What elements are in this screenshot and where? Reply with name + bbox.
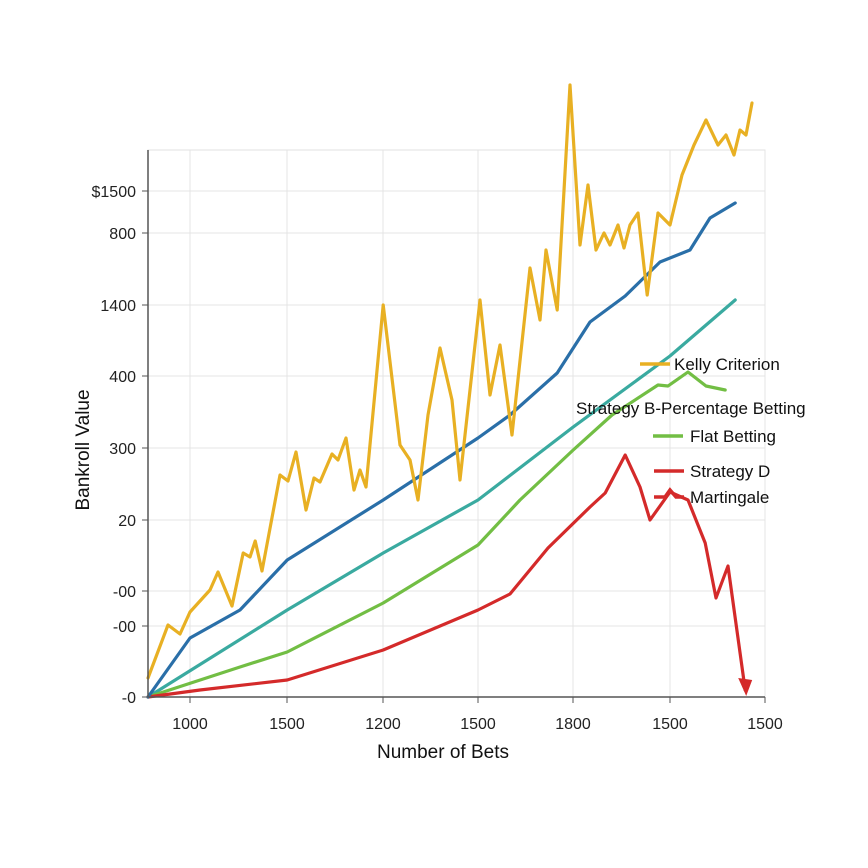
plot-frame	[147, 149, 766, 698]
x-tick-label: 1200	[365, 716, 401, 733]
series-line-2	[146, 201, 737, 699]
x-tick-labels: 1000 1500 1200 1500 1800 1500 1500	[172, 697, 783, 733]
series-line-1	[146, 83, 754, 680]
series-line-5	[146, 453, 747, 699]
legend-label-strategy-b: Strategy B-Percentage Betting	[576, 399, 806, 418]
series-line-4	[146, 370, 727, 699]
y-tick-label: -0	[122, 690, 136, 707]
y-axis-title: Bankroll Value	[73, 389, 94, 510]
y-tick-label: $1500	[92, 184, 137, 201]
x-axis-title: Number of Bets	[377, 742, 509, 763]
legend: Kelly Criterion Strategy B-Percentage Be…	[576, 355, 806, 507]
y-tick-label: -00	[113, 619, 136, 636]
series-end-arrow	[738, 678, 753, 696]
y-tick-label: 20	[118, 513, 136, 530]
series-lines	[146, 83, 754, 699]
x-tick-label: 1800	[555, 716, 591, 733]
x-tick-label: 1000	[172, 716, 208, 733]
x-tick-label: 1500	[269, 716, 305, 733]
gridlines	[147, 149, 766, 698]
series-line-3	[146, 298, 737, 699]
y-tick-label: 400	[109, 369, 136, 386]
legend-label-strategy-d: Strategy D	[690, 462, 770, 481]
legend-label-kelly: Kelly Criterion	[674, 355, 780, 374]
legend-label-flat: Flat Betting	[690, 427, 776, 446]
x-tick-label: 1500	[652, 716, 688, 733]
y-tick-label: -00	[113, 584, 136, 601]
y-tick-label: 300	[109, 441, 136, 458]
legend-swatch-martingale	[654, 487, 684, 499]
x-tick-label: 1500	[747, 716, 783, 733]
legend-label-martingale: Martingale	[690, 488, 769, 507]
y-tick-labels: -0 -00 -00 20 300 400 1400 800 $1500	[92, 184, 148, 707]
x-tick-label: 1500	[460, 716, 496, 733]
y-tick-label: 800	[109, 226, 136, 243]
y-tick-label: 1400	[100, 298, 136, 315]
